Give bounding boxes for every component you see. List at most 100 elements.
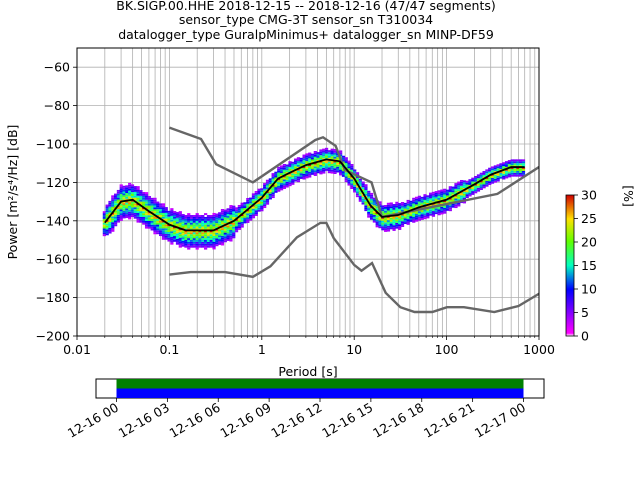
x-tick-label: 10 (346, 342, 362, 357)
heatmap-cell (358, 196, 362, 198)
heatmap-cell (488, 169, 492, 172)
heatmap-cell (375, 221, 379, 224)
title-line-2: sensor_type CMG-3T sensor_sn T310034 (179, 12, 433, 27)
heatmap-cell (412, 203, 416, 206)
heatmap-cell (308, 169, 312, 172)
heatmap-cell (459, 181, 464, 184)
heatmap-cell (406, 201, 410, 204)
heatmap-cell (490, 181, 495, 184)
heatmap-cell (144, 224, 149, 227)
heatmap-cell (296, 159, 301, 162)
heatmap-cell (454, 194, 458, 197)
heatmap-cell (209, 230, 213, 233)
heatmap-cell (215, 234, 219, 237)
heatmap-cell (305, 164, 309, 167)
heatmap-cell (409, 216, 413, 219)
heatmap-cell (204, 243, 208, 246)
heatmap-cell (226, 212, 230, 215)
heatmap-cell (288, 176, 292, 179)
heatmap-cell (510, 172, 514, 175)
heatmap-cell (341, 171, 346, 174)
heatmap-cell (119, 211, 123, 214)
heatmap-cell (448, 193, 452, 196)
heatmap-cell (313, 162, 317, 165)
heatmap-cell (204, 238, 208, 240)
heatmap-cell (296, 161, 301, 163)
heatmap-cell (164, 232, 168, 234)
heatmap-cell (198, 245, 202, 248)
heatmap-cell (347, 164, 351, 167)
heatmap-cell (502, 166, 506, 168)
heatmap-cell (299, 171, 303, 174)
heatmap-cell (496, 179, 500, 182)
heatmap-cell (209, 232, 213, 235)
heatmap-cell (493, 165, 497, 168)
heatmap-cell (237, 224, 241, 227)
heatmap-cell (102, 232, 106, 235)
heatmap-cell (212, 243, 216, 246)
heatmap-cell (347, 160, 351, 163)
heatmap-cell (274, 171, 278, 174)
heatmap-cell (189, 241, 194, 244)
heatmap-cell (296, 157, 301, 160)
x-tick-label: 1 (258, 342, 266, 357)
heatmap-cell (220, 243, 225, 246)
heatmap-cell (136, 216, 140, 219)
heatmap-cell (381, 224, 385, 227)
heatmap-cell (336, 166, 340, 169)
heatmap-cell (226, 208, 230, 211)
heatmap-cell (488, 181, 492, 184)
heatmap-cell (285, 177, 289, 180)
heatmap-cell (249, 199, 253, 202)
heatmap-cell (414, 214, 419, 216)
heatmap-cell (381, 228, 385, 231)
heatmap-cell (164, 224, 168, 227)
heatmap-cell (313, 164, 317, 167)
heatmap-cell (257, 190, 261, 193)
heatmap-cell (229, 235, 233, 238)
heatmap-cell (443, 209, 447, 212)
heatmap-cell (198, 230, 202, 233)
heatmap-cell (423, 213, 427, 216)
heatmap-cell (274, 177, 278, 180)
heatmap-cell (111, 197, 115, 200)
heatmap-cell (426, 212, 430, 215)
heatmap-cell (125, 192, 129, 195)
heatmap-cell (448, 191, 452, 194)
heatmap-cell (181, 227, 185, 230)
heatmap-cell (201, 234, 205, 237)
heatmap-cell (108, 227, 112, 230)
heatmap-cell (153, 211, 157, 214)
heatmap-cell (426, 210, 430, 213)
heatmap-cell (119, 207, 123, 210)
heatmap-cell (347, 168, 351, 171)
heatmap-cell (212, 235, 216, 238)
heatmap-cell (398, 224, 402, 227)
heatmap-cell (167, 226, 171, 229)
heatmap-cell (240, 223, 244, 226)
heatmap-cell (392, 211, 396, 214)
heatmap-cell (150, 199, 154, 202)
heatmap-cell (516, 163, 520, 166)
y-tick-label: −60 (44, 60, 70, 75)
heatmap-cell (175, 217, 180, 220)
heatmap-cell (240, 221, 244, 224)
heatmap-cell (474, 176, 478, 178)
heatmap-cell (220, 214, 225, 217)
heatmap-cell (389, 210, 393, 213)
heatmap-cell (493, 176, 497, 179)
heatmap-cell (178, 213, 182, 215)
heatmap-cell (133, 187, 137, 190)
heatmap-cell (308, 166, 312, 168)
heatmap-cell (398, 203, 402, 205)
heatmap-cell (128, 184, 132, 187)
heatmap-cell (218, 219, 222, 222)
heatmap-cell (355, 195, 360, 198)
heatmap-cell (136, 207, 140, 210)
heatmap-cell (198, 218, 202, 221)
heatmap-cell (324, 167, 329, 169)
heatmap-cell (305, 161, 309, 163)
heatmap-cell (274, 190, 278, 193)
heatmap-cell (392, 207, 396, 210)
heatmap-cell (505, 164, 509, 167)
